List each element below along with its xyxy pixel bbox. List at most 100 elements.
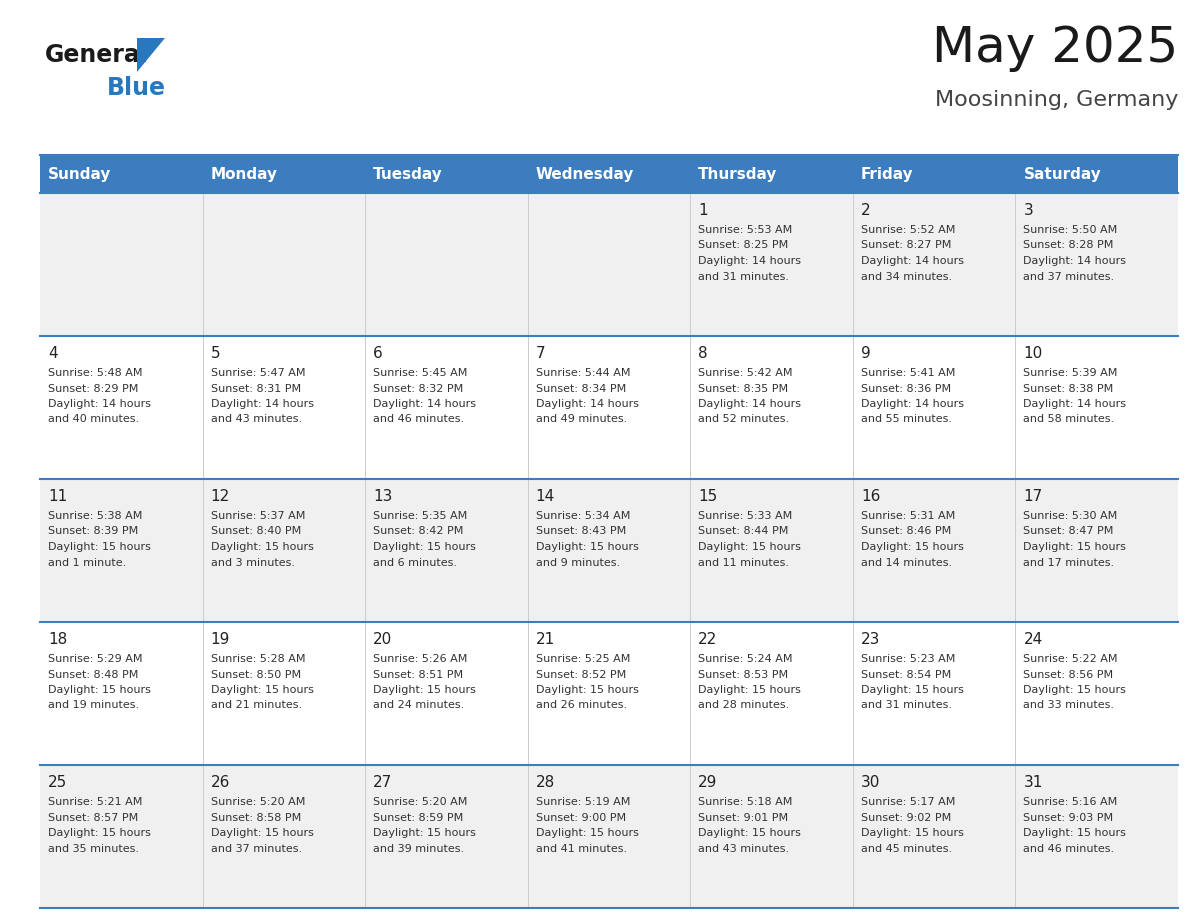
Bar (527, 765, 690, 908)
Text: Daylight: 14 hours: Daylight: 14 hours (48, 399, 151, 409)
Text: and 21 minutes.: and 21 minutes. (210, 700, 302, 711)
Text: 13: 13 (373, 489, 392, 504)
Text: 15: 15 (699, 489, 718, 504)
Bar (203, 765, 365, 908)
Bar (853, 155, 1016, 193)
Text: Sunrise: 5:35 AM: Sunrise: 5:35 AM (373, 511, 467, 521)
Text: Sunset: 8:39 PM: Sunset: 8:39 PM (48, 527, 138, 536)
Text: 6: 6 (373, 346, 383, 361)
Bar (690, 479, 853, 622)
Text: Daylight: 15 hours: Daylight: 15 hours (48, 828, 151, 838)
Bar (853, 336, 1016, 479)
Bar (203, 479, 365, 622)
Text: and 43 minutes.: and 43 minutes. (699, 844, 789, 854)
Text: 12: 12 (210, 489, 229, 504)
Text: 19: 19 (210, 632, 230, 647)
Text: 4: 4 (48, 346, 58, 361)
Text: Sunrise: 5:42 AM: Sunrise: 5:42 AM (699, 368, 792, 378)
Text: Daylight: 15 hours: Daylight: 15 hours (373, 828, 476, 838)
Text: Daylight: 14 hours: Daylight: 14 hours (699, 399, 801, 409)
Text: Daylight: 15 hours: Daylight: 15 hours (373, 685, 476, 695)
Bar (40, 622, 203, 765)
Text: Daylight: 15 hours: Daylight: 15 hours (861, 542, 963, 552)
Text: Blue: Blue (107, 76, 166, 100)
Text: Sunrise: 5:21 AM: Sunrise: 5:21 AM (48, 797, 143, 807)
Text: 17: 17 (1023, 489, 1043, 504)
Text: and 52 minutes.: and 52 minutes. (699, 415, 789, 424)
Text: 7: 7 (536, 346, 545, 361)
Text: Sunrise: 5:33 AM: Sunrise: 5:33 AM (699, 511, 792, 521)
Bar (365, 336, 527, 479)
Text: and 34 minutes.: and 34 minutes. (861, 272, 952, 282)
Bar (40, 155, 203, 193)
Text: and 3 minutes.: and 3 minutes. (210, 557, 295, 567)
Text: Sunrise: 5:50 AM: Sunrise: 5:50 AM (1023, 225, 1118, 235)
Text: Sunset: 9:03 PM: Sunset: 9:03 PM (1023, 812, 1113, 823)
Text: 11: 11 (48, 489, 68, 504)
Text: Sunrise: 5:38 AM: Sunrise: 5:38 AM (48, 511, 143, 521)
Text: and 58 minutes.: and 58 minutes. (1023, 415, 1114, 424)
Text: 14: 14 (536, 489, 555, 504)
Text: Sunset: 8:34 PM: Sunset: 8:34 PM (536, 384, 626, 394)
Text: Sunset: 9:00 PM: Sunset: 9:00 PM (536, 812, 626, 823)
Text: and 37 minutes.: and 37 minutes. (1023, 272, 1114, 282)
Bar (690, 765, 853, 908)
Text: and 55 minutes.: and 55 minutes. (861, 415, 952, 424)
Text: Sunrise: 5:39 AM: Sunrise: 5:39 AM (1023, 368, 1118, 378)
Bar (203, 193, 365, 336)
Text: Sunrise: 5:31 AM: Sunrise: 5:31 AM (861, 511, 955, 521)
Text: Sunrise: 5:24 AM: Sunrise: 5:24 AM (699, 654, 792, 664)
Text: Moosinning, Germany: Moosinning, Germany (935, 90, 1178, 110)
Text: Sunrise: 5:45 AM: Sunrise: 5:45 AM (373, 368, 468, 378)
Text: Daylight: 15 hours: Daylight: 15 hours (536, 542, 639, 552)
Text: and 1 minute.: and 1 minute. (48, 557, 126, 567)
Text: Daylight: 14 hours: Daylight: 14 hours (373, 399, 476, 409)
Text: Sunset: 8:53 PM: Sunset: 8:53 PM (699, 669, 789, 679)
Bar (1016, 479, 1178, 622)
Bar (40, 479, 203, 622)
Text: and 49 minutes.: and 49 minutes. (536, 415, 627, 424)
Text: and 35 minutes.: and 35 minutes. (48, 844, 139, 854)
Text: Sunrise: 5:19 AM: Sunrise: 5:19 AM (536, 797, 630, 807)
Text: Sunset: 8:48 PM: Sunset: 8:48 PM (48, 669, 138, 679)
Text: Sunset: 8:44 PM: Sunset: 8:44 PM (699, 527, 789, 536)
Text: and 46 minutes.: and 46 minutes. (373, 415, 465, 424)
Bar (527, 479, 690, 622)
Text: Sunrise: 5:18 AM: Sunrise: 5:18 AM (699, 797, 792, 807)
Text: Daylight: 15 hours: Daylight: 15 hours (536, 685, 639, 695)
Text: and 39 minutes.: and 39 minutes. (373, 844, 465, 854)
Text: 25: 25 (48, 775, 68, 790)
Text: Daylight: 14 hours: Daylight: 14 hours (210, 399, 314, 409)
Text: Sunset: 8:28 PM: Sunset: 8:28 PM (1023, 241, 1114, 251)
Bar (690, 193, 853, 336)
Text: Daylight: 15 hours: Daylight: 15 hours (861, 828, 963, 838)
Text: 24: 24 (1023, 632, 1043, 647)
Text: Sunrise: 5:26 AM: Sunrise: 5:26 AM (373, 654, 468, 664)
Bar (853, 193, 1016, 336)
Text: Monday: Monday (210, 166, 278, 182)
Bar (690, 336, 853, 479)
Text: and 11 minutes.: and 11 minutes. (699, 557, 789, 567)
Bar (853, 479, 1016, 622)
Bar (203, 336, 365, 479)
Text: May 2025: May 2025 (931, 24, 1178, 72)
Text: 20: 20 (373, 632, 392, 647)
Text: 18: 18 (48, 632, 68, 647)
Text: and 9 minutes.: and 9 minutes. (536, 557, 620, 567)
Bar (527, 336, 690, 479)
Text: Tuesday: Tuesday (373, 166, 443, 182)
Text: 10: 10 (1023, 346, 1043, 361)
Bar (365, 155, 527, 193)
Text: Sunset: 8:42 PM: Sunset: 8:42 PM (373, 527, 463, 536)
Text: Daylight: 15 hours: Daylight: 15 hours (699, 685, 801, 695)
Text: Sunrise: 5:41 AM: Sunrise: 5:41 AM (861, 368, 955, 378)
Text: Sunrise: 5:37 AM: Sunrise: 5:37 AM (210, 511, 305, 521)
Text: and 17 minutes.: and 17 minutes. (1023, 557, 1114, 567)
Text: Sunday: Sunday (48, 166, 112, 182)
Text: and 41 minutes.: and 41 minutes. (536, 844, 627, 854)
Text: 21: 21 (536, 632, 555, 647)
Text: Sunset: 8:56 PM: Sunset: 8:56 PM (1023, 669, 1113, 679)
Text: 1: 1 (699, 203, 708, 218)
Bar (853, 765, 1016, 908)
Bar (365, 193, 527, 336)
